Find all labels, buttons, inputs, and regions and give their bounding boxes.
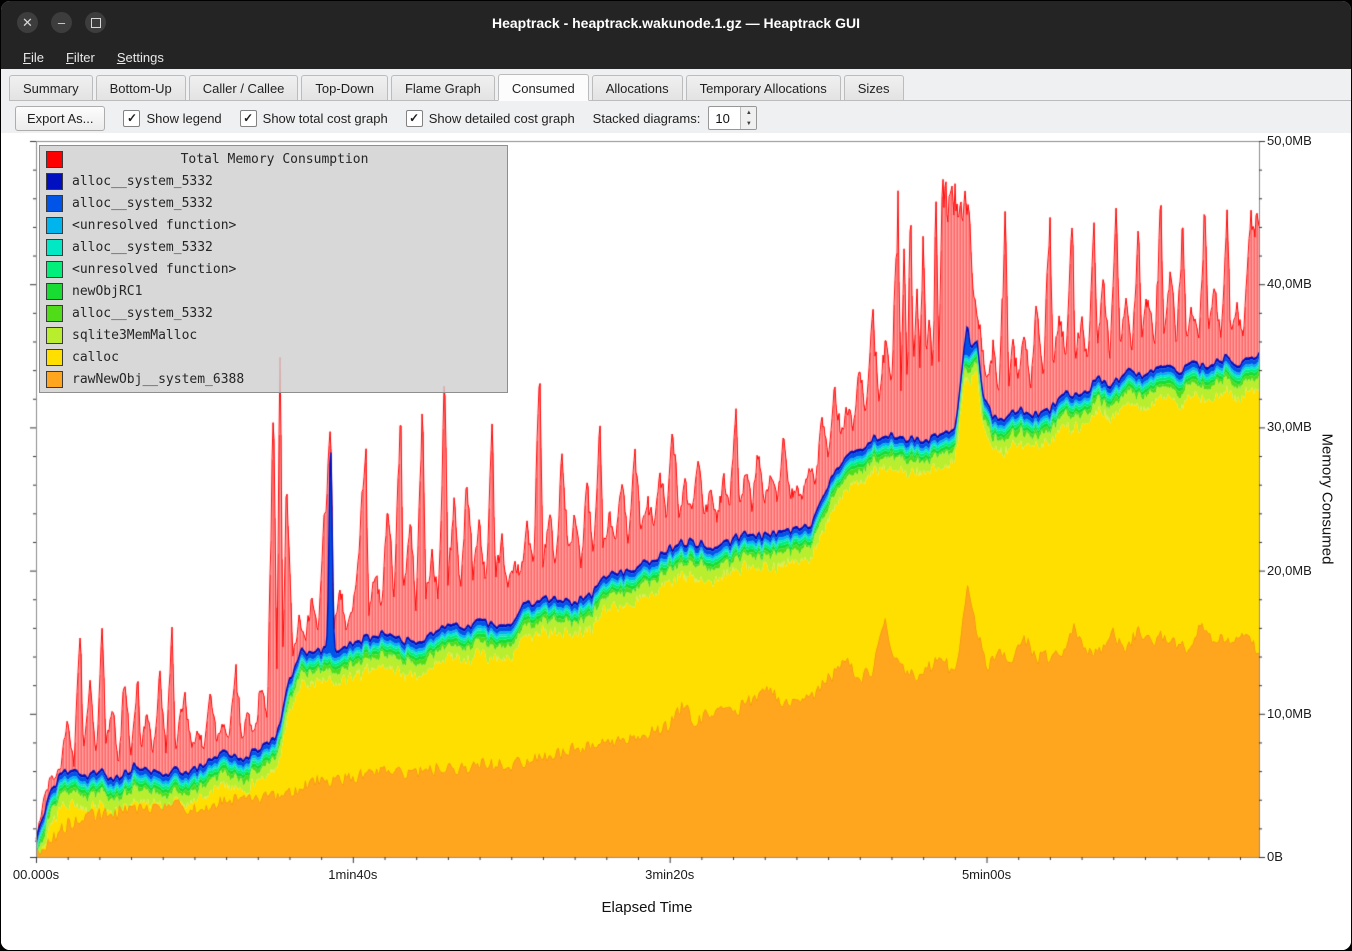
check-icon: ✓ [243, 111, 254, 125]
minimize-icon: – [57, 15, 66, 30]
tab-top-down[interactable]: Top-Down [301, 75, 388, 100]
stacked-diagrams-spinbox[interactable]: 10 ▲ ▼ [708, 106, 758, 130]
menu-filter[interactable]: Filter [65, 49, 95, 65]
legend-swatch [46, 370, 63, 388]
tab-flame-graph[interactable]: Flame Graph [390, 75, 495, 100]
y-axis-tick-label: 50,0MB [1267, 133, 1312, 148]
legend-item: newObjRC1 [40, 280, 507, 302]
x-axis-title: Elapsed Time [601, 899, 693, 916]
legend-item: <unresolved function> [40, 214, 507, 236]
legend-label: calloc [72, 349, 119, 365]
spinbox-up-button[interactable]: ▲ [745, 109, 752, 116]
spinbox-down-button[interactable]: ▼ [745, 120, 752, 127]
show-detailed-cost-checkbox[interactable]: ✓ Show detailed cost graph [405, 109, 575, 127]
chart-region: Total Memory Consumption alloc__system_53… [1, 133, 1351, 950]
minimize-button[interactable]: – [51, 12, 72, 33]
checkbox-label: Show total cost graph [262, 110, 388, 126]
legend-swatch [46, 194, 63, 212]
legend-item: <unresolved function> [40, 258, 507, 280]
checkbox-box: ✓ [123, 109, 141, 127]
y-axis-tick-label: 20,0MB [1267, 562, 1312, 578]
legend-item: sqlite3MemMalloc [40, 324, 507, 346]
checkbox-box: ✓ [405, 109, 423, 127]
stacked-diagrams-label: Stacked diagrams: [592, 110, 701, 126]
legend-swatch [46, 216, 63, 234]
y-axis-tick-label: 10,0MB [1267, 705, 1312, 721]
y-axis-tick-label: 30,0MB [1267, 419, 1312, 435]
close-icon: ✕ [22, 15, 33, 30]
spinbox-buttons: ▲ ▼ [740, 107, 757, 129]
y-axis-tick-label: 0B [1267, 849, 1283, 864]
y-axis-tick-label: 40,0MB [1267, 276, 1312, 292]
show-legend-checkbox[interactable]: ✓ Show legend [123, 109, 222, 127]
x-axis-tick-label: 3min20s [645, 867, 695, 882]
x-axis-tick-label: 1min40s [328, 867, 378, 882]
legend-swatch [46, 150, 63, 168]
legend-swatch [46, 172, 63, 190]
tab-consumed[interactable]: Consumed [497, 74, 589, 101]
legend-label: sqlite3MemMalloc [72, 327, 198, 343]
legend-label: newObjRC1 [72, 283, 143, 299]
legend-item: alloc__system_5332 [40, 302, 507, 324]
legend-item: alloc__system_5332 [40, 236, 507, 258]
content: Summary Bottom-Up Caller / Callee Top-Do… [1, 69, 1351, 950]
maximize-button[interactable] [85, 12, 106, 33]
tab-temporary-allocations[interactable]: Temporary Allocations [685, 75, 841, 100]
legend-swatch [46, 326, 63, 344]
legend-label: alloc__system_5332 [72, 195, 213, 211]
legend-label: <unresolved function> [72, 261, 237, 277]
check-icon: ✓ [126, 111, 138, 125]
menubar: File Filter Settings [1, 45, 1351, 69]
tab-caller-callee[interactable]: Caller / Callee [188, 75, 299, 100]
window-title: Heaptrack - heaptrack.wakunode.1.gz — He… [491, 15, 860, 31]
toolbar: Export As... ✓ Show legend ✓ Show total … [15, 105, 1351, 131]
check-icon: ✓ [409, 111, 420, 125]
menu-file[interactable]: File [23, 49, 44, 65]
legend-label: rawNewObj__system_6388 [72, 371, 245, 387]
legend-label: Total Memory Consumption [180, 151, 369, 167]
legend-swatch [46, 282, 63, 300]
maximize-icon [90, 17, 101, 28]
window-controls: ✕ – [17, 12, 106, 33]
legend-item: rawNewObj__system_6388 [40, 368, 507, 390]
tabbar: Summary Bottom-Up Caller / Callee Top-Do… [9, 72, 1351, 101]
spinbox-value: 10 [715, 110, 730, 126]
legend-label: <unresolved function> [72, 217, 237, 233]
legend-label: alloc__system_5332 [72, 239, 213, 255]
legend-item: alloc__system_5332 [40, 170, 507, 192]
legend-title-row: Total Memory Consumption [40, 148, 507, 170]
tab-summary[interactable]: Summary [9, 75, 93, 100]
titlebar: Heaptrack - heaptrack.wakunode.1.gz — He… [1, 1, 1351, 45]
legend-label: alloc__system_5332 [72, 305, 213, 321]
legend-label: alloc__system_5332 [72, 173, 213, 189]
chart-legend: Total Memory Consumption alloc__system_53… [39, 145, 508, 393]
checkbox-label: Show detailed cost graph [428, 110, 575, 126]
export-as-button[interactable]: Export As... [15, 105, 106, 131]
stacked-diagrams-group: Stacked diagrams: 10 ▲ ▼ [593, 106, 758, 130]
show-total-cost-checkbox[interactable]: ✓ Show total cost graph [239, 109, 388, 127]
y-axis-title: Memory Consumed [1318, 433, 1336, 565]
legend-swatch [46, 238, 63, 256]
legend-swatch [46, 304, 63, 322]
checkbox-label: Show legend [146, 110, 222, 126]
legend-swatch [46, 348, 63, 366]
checkbox-box: ✓ [239, 109, 257, 127]
x-axis-tick-label: 5min00s [961, 867, 1012, 882]
menu-settings[interactable]: Settings [116, 49, 164, 65]
x-axis-tick-label: 00.000s [12, 867, 60, 882]
legend-item: alloc__system_5332 [40, 192, 507, 214]
legend-swatch [46, 260, 63, 278]
tab-bottom-up[interactable]: Bottom-Up [95, 75, 186, 100]
legend-item: calloc [40, 346, 507, 368]
tab-allocations[interactable]: Allocations [591, 75, 683, 100]
close-button[interactable]: ✕ [17, 12, 38, 33]
tab-sizes[interactable]: Sizes [843, 75, 904, 100]
